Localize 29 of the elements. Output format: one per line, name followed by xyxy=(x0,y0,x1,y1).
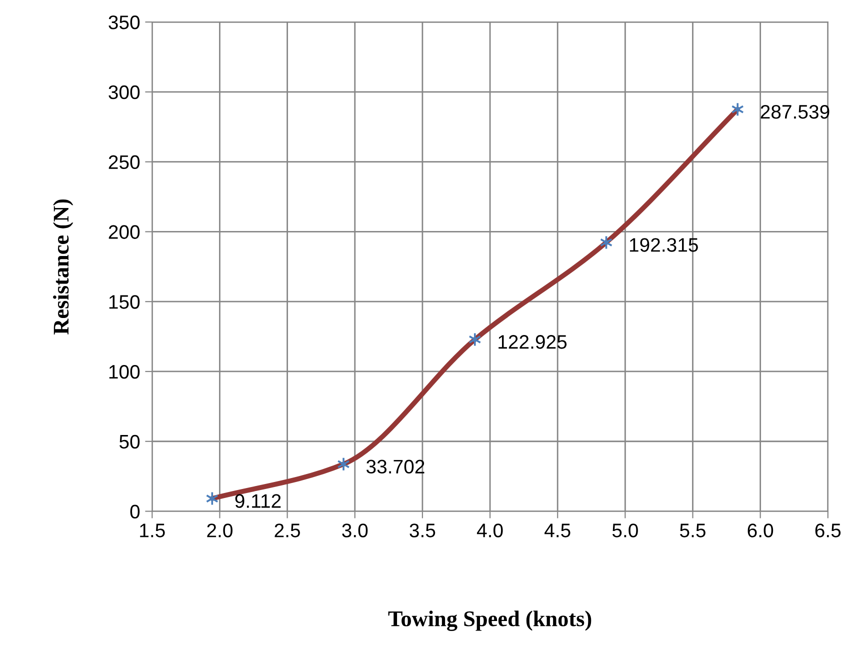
y-tick-label: 300 xyxy=(108,85,140,100)
x-tick-label: 5.0 xyxy=(612,524,638,538)
y-tick-label: 350 xyxy=(108,16,140,30)
y-tick-label: 150 xyxy=(109,295,140,309)
y-tick-label: 200 xyxy=(108,225,140,239)
x-tick-label: 1.5 xyxy=(140,524,165,538)
data-label: 192.315 xyxy=(630,238,698,252)
x-tick-label: 4.0 xyxy=(476,524,503,538)
point xyxy=(468,332,482,347)
y-tick-label: 0 xyxy=(130,504,140,519)
y-axis-title: Resistance (N) xyxy=(53,199,74,334)
y-tick-label: 100 xyxy=(109,364,140,379)
data-label: 33.702 xyxy=(366,460,424,474)
x-tick-label: 6.0 xyxy=(748,524,774,538)
x-tick-label: 6.5 xyxy=(815,524,841,538)
data-label: 122.925 xyxy=(498,335,567,349)
x-tick-label: 2.0 xyxy=(207,524,232,538)
point xyxy=(337,457,350,472)
data-label: 287.539 xyxy=(760,104,830,119)
y-tick-label: 250 xyxy=(108,155,140,170)
x-tick-label: 3.0 xyxy=(342,524,368,538)
x-axis-title: Towing Speed (knots) xyxy=(388,610,592,631)
x-tick-label: 4.5 xyxy=(544,524,570,538)
y-tick-label: 50 xyxy=(119,434,140,449)
x-tick-label: 3.5 xyxy=(410,524,436,538)
x-tick-label: 5.5 xyxy=(680,524,706,538)
data-label: 9.112 xyxy=(235,494,281,508)
point xyxy=(731,102,744,116)
x-tick-label: 2.5 xyxy=(274,524,300,538)
